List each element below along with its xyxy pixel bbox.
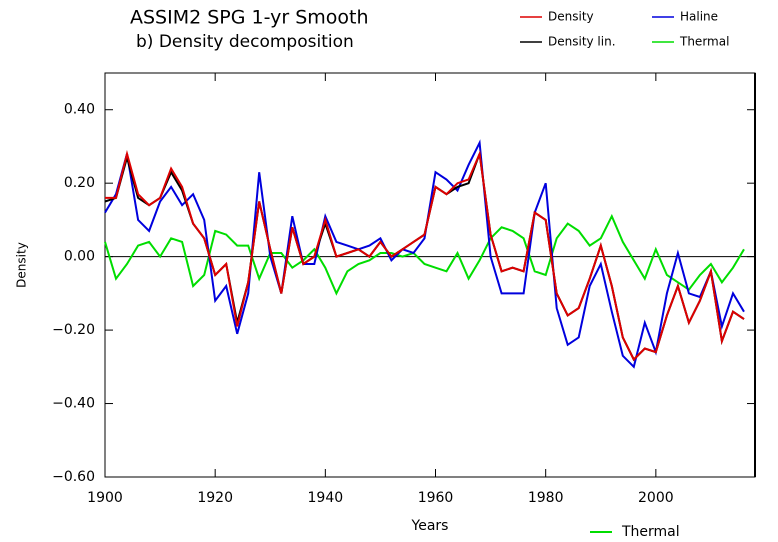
x-tick-label: 2000: [638, 490, 674, 506]
x-tick-label: 1900: [87, 490, 123, 506]
y-axis-label: Density: [15, 242, 29, 288]
x-tick-label: 1940: [308, 490, 344, 506]
series-line: [104, 213, 745, 296]
y-tick-label: −0.60: [52, 469, 95, 485]
x-tick-label: 1960: [418, 490, 454, 506]
legend-label: Density lin.: [548, 35, 616, 49]
legend-label: Thermal: [679, 35, 729, 49]
legend-label: Haline: [680, 10, 718, 24]
chart-title: ASSIM2 SPG 1-yr Smooth: [130, 7, 369, 29]
y-tick-label: 0.40: [64, 102, 95, 118]
chart-subtitle: b) Density decomposition: [136, 32, 354, 52]
x-tick-label: 1980: [528, 490, 564, 506]
legend-label: Density: [548, 10, 594, 24]
legend-label: Thermal: [621, 524, 680, 540]
y-tick-label: 0.20: [64, 175, 95, 191]
x-tick-label: 1920: [197, 490, 233, 506]
series-line: [105, 149, 745, 362]
y-tick-label: −0.40: [52, 396, 95, 412]
y-tick-label: 0.00: [64, 249, 95, 265]
y-tick-label: −0.20: [52, 322, 95, 338]
series-line: [104, 139, 745, 369]
plot-frame: [104, 72, 756, 478]
x-axis-label: Years: [411, 518, 449, 534]
